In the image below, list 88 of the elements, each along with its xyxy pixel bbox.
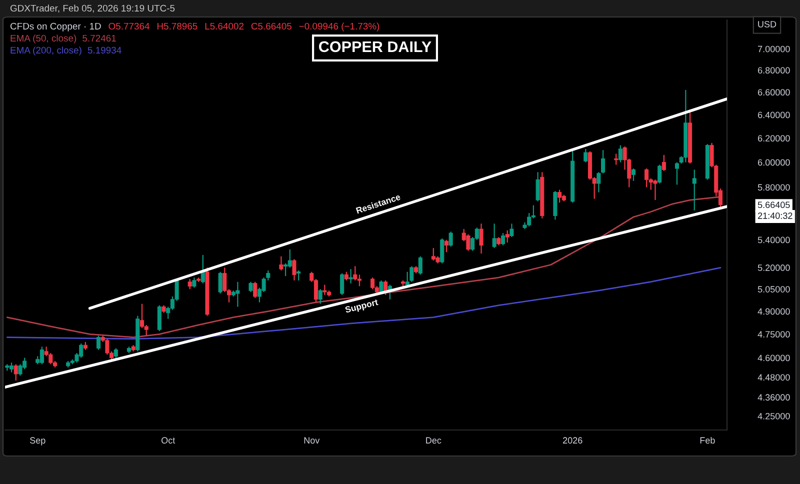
candlestick [618, 144, 622, 163]
candlestick [500, 232, 506, 246]
candlestick [218, 271, 222, 294]
candlestick [284, 262, 288, 277]
x-tick-label: 2026 [563, 437, 582, 444]
candlestick [357, 274, 362, 287]
candlestick [279, 256, 284, 271]
candlestick [96, 335, 101, 350]
candlestick [418, 256, 422, 276]
line-series [6, 266, 722, 340]
y-tick-label: 6.80000 [758, 67, 790, 74]
y-tick-label: 5.80000 [758, 184, 790, 191]
candlestick [662, 154, 666, 172]
y-tick-label: 6.60000 [758, 89, 790, 96]
candlestick [157, 304, 162, 332]
x-tick-label: Oct [162, 437, 176, 444]
annotation: −0.09946 (−1.73%) [299, 22, 380, 32]
y-tick-label: 6.00000 [758, 159, 790, 166]
text: COPPER DAILY [319, 41, 432, 52]
candlestick [192, 276, 196, 288]
candlestick [236, 281, 240, 308]
annotation: L5.64002 [205, 22, 244, 30]
candlestick [370, 276, 375, 290]
candlestick [40, 346, 44, 365]
candlestick [631, 168, 636, 182]
y-tick-label: 7.00000 [758, 46, 790, 52]
candlestick [318, 288, 322, 304]
candlestick [188, 278, 192, 290]
candlestick [674, 162, 679, 186]
annotation: 5.72461 [82, 34, 116, 42]
y-tick-label: 5.40000 [758, 236, 790, 244]
y-tick-label: 5.66405 [758, 202, 790, 208]
annotation: H5.78965 [157, 22, 198, 30]
candlestick [510, 223, 514, 238]
candlestick [348, 268, 353, 284]
candlestick [222, 267, 227, 293]
candlestick [584, 148, 588, 163]
text: 21:40:32 [758, 212, 792, 219]
y-tick-label: 5.20000 [758, 264, 790, 271]
candlestick [288, 248, 292, 268]
y-tick-label: 6.20000 [758, 135, 790, 142]
candlestick [292, 258, 296, 281]
candlestick [340, 272, 344, 296]
y-tick-label: 4.75000 [758, 331, 790, 338]
y-tick-label: 4.36000 [758, 394, 790, 401]
candlestick [440, 238, 444, 264]
annotation: O5.77364 [108, 22, 150, 30]
candlestick [553, 190, 558, 220]
candlestick [692, 169, 696, 211]
y-tick-label: 5.05000 [758, 286, 790, 292]
candlestick [444, 239, 448, 253]
candlestick [296, 270, 301, 281]
candlestick [653, 179, 658, 201]
candlestick [536, 172, 540, 202]
text: GDXTrader, Feb 05, 2026 19:19 UTC-5 [10, 4, 175, 13]
candlestick [105, 338, 110, 356]
candlestick [322, 284, 327, 296]
candlestick [505, 230, 510, 244]
annotation: C5.66405 [251, 22, 292, 30]
candlestick [114, 348, 118, 358]
x-tick-label: Sep [30, 437, 46, 446]
chart-subtitle: CFDs on Copper · 1D [10, 22, 101, 32]
candlestick [144, 324, 148, 336]
text: EMA (50, close) [10, 34, 76, 44]
candlestick [658, 164, 662, 184]
y-tick-label: 4.25000 [758, 412, 790, 420]
text: USD [758, 21, 776, 28]
candlestick [479, 223, 484, 254]
candlestick [353, 266, 358, 281]
y-tick-label: 6.40000 [758, 112, 790, 118]
text: EMA (200, close) [10, 46, 82, 56]
candlestick [644, 168, 649, 188]
y-tick-label: 4.60000 [758, 354, 790, 362]
candlestick [14, 364, 18, 382]
candlestick [140, 303, 144, 329]
candlestick [492, 223, 496, 249]
candlestick [558, 189, 562, 204]
annotation: Support [344, 298, 379, 315]
candlestick [248, 281, 253, 293]
x-tick-label: Dec [426, 437, 442, 444]
candlestick [410, 266, 414, 282]
candlestick [253, 281, 258, 298]
y-tick-label: 4.90000 [758, 308, 790, 315]
annotation: 5.19934 [88, 46, 122, 54]
y-tick-label: 4.48000 [758, 374, 790, 381]
candlestick [448, 231, 453, 248]
x-tick-label: Feb [700, 436, 715, 444]
x-tick-label: Nov [304, 437, 320, 444]
